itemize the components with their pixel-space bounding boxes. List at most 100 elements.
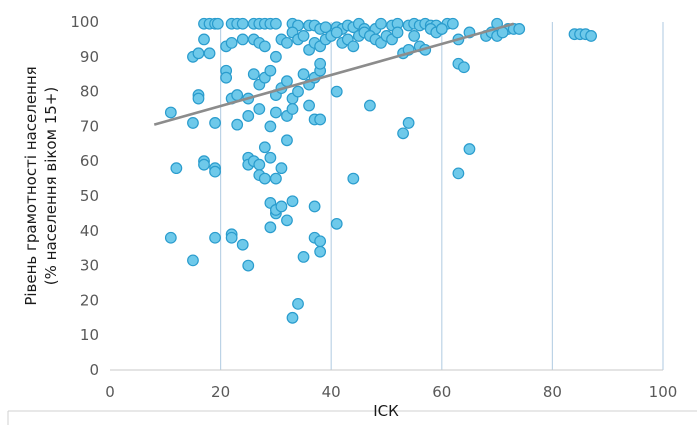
data-point (253, 158, 266, 171)
y-tick-label: 80 (80, 83, 99, 101)
data-point (275, 162, 288, 175)
x-tick-label: 40 (322, 383, 341, 401)
x-tick-label: 60 (432, 383, 451, 401)
data-point (297, 30, 310, 42)
data-point (236, 17, 249, 30)
data-point (286, 195, 299, 208)
data-point (170, 162, 183, 175)
data-point (303, 99, 315, 112)
y-tick-label: 50 (80, 187, 99, 205)
data-point (330, 26, 343, 39)
data-point (270, 17, 282, 30)
data-point (242, 259, 255, 272)
data-point (198, 33, 210, 46)
data-point (264, 221, 277, 234)
data-point (253, 103, 266, 115)
trend-line (153, 22, 515, 126)
data-point (247, 68, 260, 81)
data-point (270, 172, 282, 185)
data-point (264, 64, 277, 77)
data-point (347, 40, 360, 53)
data-point (203, 47, 216, 60)
y-axis-title: Рівень грамотності населення (22, 66, 40, 305)
data-point (292, 297, 304, 310)
data-point (347, 172, 360, 185)
data-point (209, 165, 221, 178)
x-tick-label: 80 (543, 383, 562, 401)
data-point (286, 103, 299, 115)
data-point (258, 40, 271, 53)
data-point (585, 30, 598, 42)
data-point (231, 118, 244, 131)
data-point (286, 311, 299, 324)
data-point (275, 200, 288, 213)
data-point (452, 167, 465, 180)
y-tick-label: 10 (80, 326, 99, 344)
vertical-gridlines (220, 22, 664, 370)
data-point (446, 17, 459, 30)
x-axis-title: ІСК (373, 402, 399, 420)
data-point (297, 250, 310, 263)
y-tick-label: 70 (80, 117, 99, 135)
data-point (408, 30, 421, 42)
data-point (330, 85, 343, 98)
data-point (198, 158, 210, 171)
data-point (281, 134, 293, 147)
data-point (187, 117, 199, 129)
data-point (211, 17, 224, 30)
y-tick-labels: 0 10 20 30 40 50 60 70 80 90 100 (70, 13, 99, 379)
y-tick-label: 0 (89, 361, 99, 379)
data-point (258, 172, 271, 185)
x-tick-label: 20 (211, 383, 230, 401)
data-point (513, 23, 526, 35)
data-point (391, 26, 404, 39)
data-point (225, 231, 238, 244)
data-point (314, 245, 327, 258)
y-tick-label: 100 (70, 13, 99, 31)
data-point (314, 113, 327, 126)
data-point (402, 117, 415, 129)
data-point (397, 127, 409, 140)
data-point (308, 200, 321, 213)
data-points (164, 17, 598, 324)
data-point (281, 36, 293, 49)
x-tick-labels: 0 20 40 60 80 100 (105, 383, 677, 401)
data-point (364, 99, 376, 112)
data-point (258, 141, 271, 154)
data-point (281, 75, 293, 88)
data-point (314, 235, 327, 248)
x-tick-label: 100 (649, 383, 678, 401)
data-point (264, 120, 277, 133)
data-point (192, 92, 205, 105)
data-point (231, 89, 244, 101)
y-tick-label: 20 (80, 291, 99, 309)
y-tick-label: 30 (80, 257, 99, 275)
y-tick-label: 60 (80, 152, 99, 170)
data-point (225, 36, 238, 49)
data-point (236, 33, 249, 46)
data-point (264, 151, 277, 164)
y-axis-subtitle: (% населення віком 15+) (42, 87, 60, 285)
y-tick-label: 90 (80, 48, 99, 66)
data-point (187, 254, 199, 267)
data-point (164, 106, 177, 119)
y-tick-label: 40 (80, 222, 99, 240)
x-tick-label: 0 (105, 383, 115, 401)
data-point (297, 68, 310, 81)
data-point (164, 231, 177, 244)
data-point (242, 110, 255, 122)
data-point (458, 61, 470, 74)
data-point (236, 238, 249, 251)
data-point (270, 106, 282, 119)
data-point (463, 143, 476, 155)
data-point (270, 50, 282, 63)
data-point (292, 85, 304, 98)
data-point (220, 71, 233, 84)
data-point (314, 57, 327, 70)
data-point (281, 214, 293, 227)
data-point (330, 217, 343, 230)
data-point (209, 117, 221, 129)
data-point (375, 17, 387, 30)
